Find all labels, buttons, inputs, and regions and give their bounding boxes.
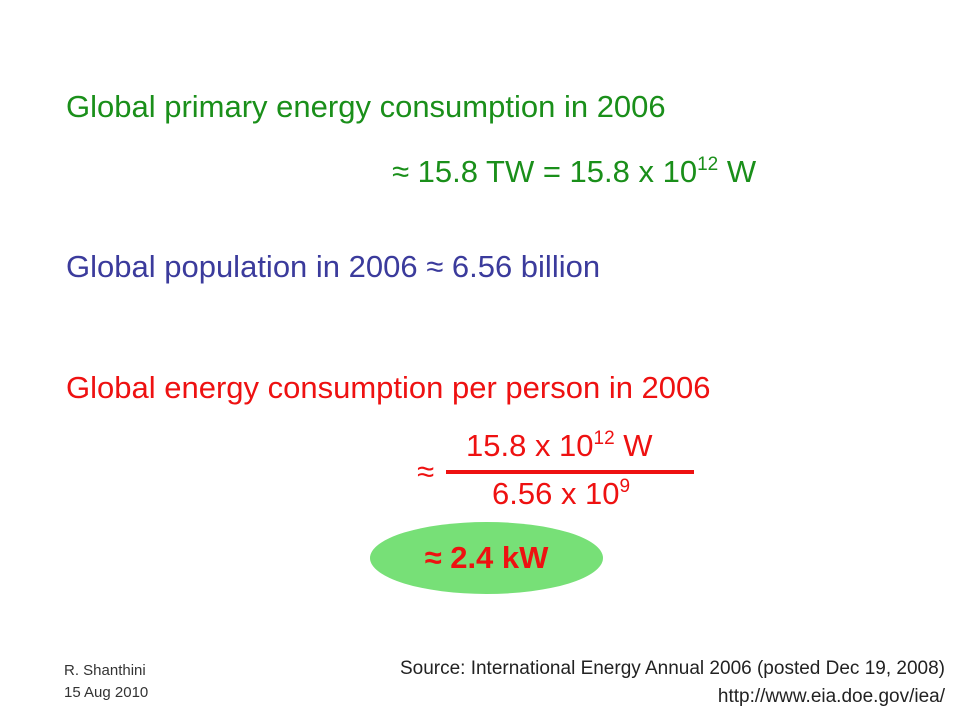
consumption-value: ≈ 15.8 TW = 15.8 x 1012 W: [392, 154, 756, 190]
numerator-unit: W: [614, 428, 653, 463]
consumption-value-prefix: ≈ 15.8 TW = 15.8 x 10: [392, 154, 698, 189]
consumption-value-exponent: 12: [697, 154, 719, 175]
consumption-heading: Global primary energy consumption in 200…: [66, 89, 666, 124]
author-date: 15 Aug 2010: [64, 684, 149, 701]
denominator-prefix: 6.56 x 10: [492, 476, 620, 511]
source-citation: Source: International Energy Annual 2006…: [399, 658, 945, 679]
numerator-exponent: 12: [593, 428, 615, 449]
consumption-value-unit: W: [718, 154, 757, 189]
result-highlight-ellipse: [370, 522, 603, 594]
result-value: ≈ 2.4 kW: [424, 540, 549, 575]
source-url: http://www.eia.doe.gov/iea/: [717, 686, 945, 707]
per-person-heading: Global energy consumption per person in …: [66, 370, 711, 405]
author-name: R. Shanthini: [64, 662, 146, 679]
numerator-prefix: 15.8 x 10: [466, 428, 594, 463]
fraction-denominator: 6.56 x 109: [492, 476, 630, 512]
approx-sign: ≈: [417, 454, 435, 489]
population-line: Global population in 2006 ≈ 6.56 billion: [66, 249, 601, 284]
fraction-numerator: 15.8 x 1012 W: [466, 428, 653, 464]
author-block: R. Shanthini 15 Aug 2010: [64, 660, 148, 704]
fraction-bar: [446, 470, 694, 474]
denominator-exponent: 9: [619, 476, 631, 497]
